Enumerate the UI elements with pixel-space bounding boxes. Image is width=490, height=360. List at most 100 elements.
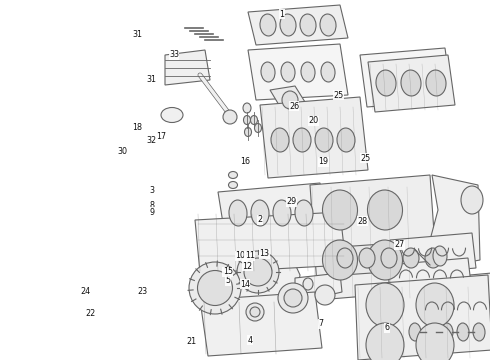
Polygon shape xyxy=(390,233,476,275)
Polygon shape xyxy=(270,86,310,115)
Ellipse shape xyxy=(281,62,295,82)
Ellipse shape xyxy=(161,108,183,122)
Ellipse shape xyxy=(321,62,335,82)
Ellipse shape xyxy=(381,248,397,268)
Text: 16: 16 xyxy=(240,158,250,166)
Ellipse shape xyxy=(322,190,358,230)
Ellipse shape xyxy=(303,278,313,290)
Text: 27: 27 xyxy=(394,240,404,249)
Ellipse shape xyxy=(461,186,483,214)
Ellipse shape xyxy=(337,248,353,268)
Ellipse shape xyxy=(250,307,260,317)
Text: 31: 31 xyxy=(147,75,157,84)
Text: 17: 17 xyxy=(157,132,167,141)
Ellipse shape xyxy=(260,14,276,36)
Ellipse shape xyxy=(223,110,237,124)
Ellipse shape xyxy=(315,285,335,305)
Ellipse shape xyxy=(250,116,258,125)
Ellipse shape xyxy=(366,323,404,360)
Text: 2: 2 xyxy=(257,215,262,224)
Ellipse shape xyxy=(284,289,302,307)
Ellipse shape xyxy=(320,14,336,36)
Ellipse shape xyxy=(295,200,313,226)
Ellipse shape xyxy=(425,323,437,341)
Ellipse shape xyxy=(416,323,454,360)
Ellipse shape xyxy=(244,258,272,286)
Polygon shape xyxy=(415,273,490,322)
Polygon shape xyxy=(388,258,472,300)
Ellipse shape xyxy=(261,62,275,82)
Ellipse shape xyxy=(271,128,289,152)
Text: 4: 4 xyxy=(247,336,252,345)
Ellipse shape xyxy=(228,181,238,189)
Text: 1: 1 xyxy=(279,10,284,19)
Polygon shape xyxy=(325,240,445,276)
Ellipse shape xyxy=(244,116,250,125)
Ellipse shape xyxy=(278,283,308,313)
Ellipse shape xyxy=(426,70,446,96)
Ellipse shape xyxy=(197,270,232,306)
Text: 24: 24 xyxy=(81,287,91,296)
Text: 8: 8 xyxy=(149,201,154,210)
Text: 31: 31 xyxy=(132,30,142,39)
Ellipse shape xyxy=(237,251,279,293)
Text: 12: 12 xyxy=(243,262,252,271)
Ellipse shape xyxy=(433,246,447,266)
Text: 3: 3 xyxy=(149,186,154,195)
Polygon shape xyxy=(200,292,322,356)
Polygon shape xyxy=(355,275,490,360)
Polygon shape xyxy=(248,44,348,100)
Text: 30: 30 xyxy=(118,147,127,156)
Text: 10: 10 xyxy=(235,251,245,260)
Ellipse shape xyxy=(403,248,419,268)
Ellipse shape xyxy=(273,200,291,226)
Ellipse shape xyxy=(229,200,247,226)
Ellipse shape xyxy=(409,323,421,341)
Ellipse shape xyxy=(246,303,264,321)
Ellipse shape xyxy=(368,190,402,230)
Ellipse shape xyxy=(359,248,375,268)
Ellipse shape xyxy=(254,123,262,132)
Ellipse shape xyxy=(282,91,298,109)
Polygon shape xyxy=(260,97,368,178)
Polygon shape xyxy=(360,48,452,107)
Ellipse shape xyxy=(245,127,251,136)
Ellipse shape xyxy=(425,248,441,268)
Text: 11: 11 xyxy=(245,251,255,260)
Polygon shape xyxy=(368,55,455,112)
Polygon shape xyxy=(295,273,342,298)
Ellipse shape xyxy=(473,323,485,341)
Text: 25: 25 xyxy=(360,154,370,163)
Ellipse shape xyxy=(376,70,396,96)
Ellipse shape xyxy=(251,200,269,226)
Text: 15: 15 xyxy=(223,267,233,276)
Ellipse shape xyxy=(368,240,402,280)
Text: 19: 19 xyxy=(318,158,328,166)
Ellipse shape xyxy=(337,128,355,152)
Polygon shape xyxy=(228,242,300,318)
Polygon shape xyxy=(165,50,210,85)
Polygon shape xyxy=(195,212,346,273)
Text: 29: 29 xyxy=(287,197,296,206)
Text: 32: 32 xyxy=(147,136,157,145)
Text: 26: 26 xyxy=(289,102,299,111)
Ellipse shape xyxy=(301,62,315,82)
Polygon shape xyxy=(310,175,438,300)
Ellipse shape xyxy=(416,283,454,327)
Ellipse shape xyxy=(300,14,316,36)
Ellipse shape xyxy=(322,240,358,280)
Text: 9: 9 xyxy=(149,208,154,217)
Ellipse shape xyxy=(228,171,238,179)
Text: 13: 13 xyxy=(260,249,270,258)
Text: 14: 14 xyxy=(240,280,250,289)
Ellipse shape xyxy=(189,262,241,314)
Text: 28: 28 xyxy=(358,217,368,226)
Polygon shape xyxy=(430,175,480,268)
Ellipse shape xyxy=(280,14,296,36)
Polygon shape xyxy=(218,183,328,242)
Text: 21: 21 xyxy=(186,338,196,346)
Text: 5: 5 xyxy=(225,276,230,285)
Ellipse shape xyxy=(457,323,469,341)
Ellipse shape xyxy=(243,103,251,113)
Text: 6: 6 xyxy=(385,323,390,332)
